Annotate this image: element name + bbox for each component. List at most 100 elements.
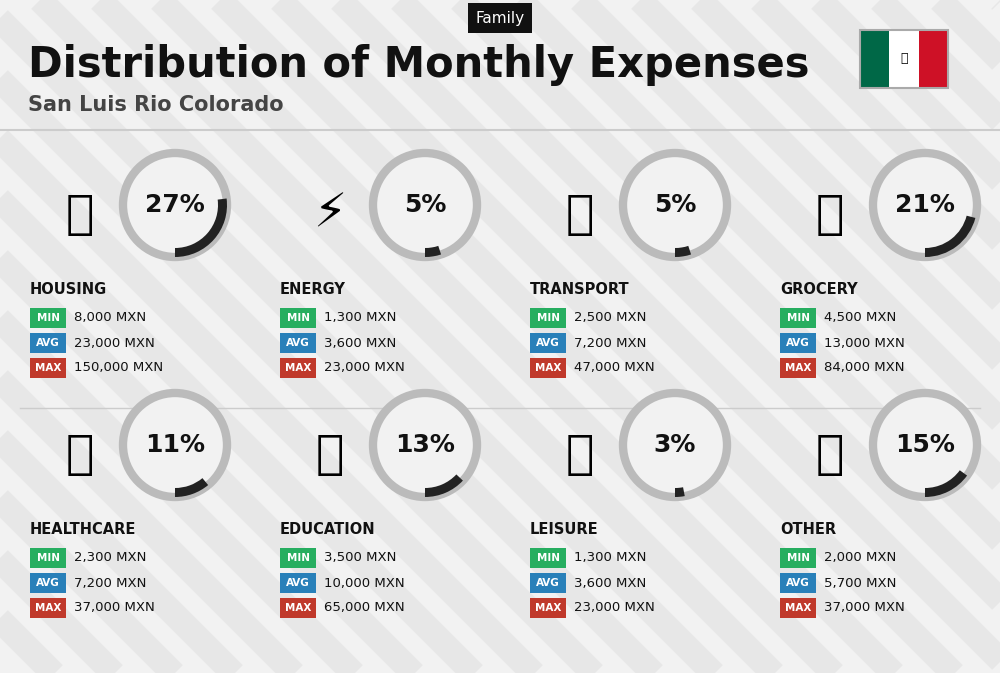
Text: 8,000 MXN: 8,000 MXN: [74, 312, 146, 324]
Text: 2,500 MXN: 2,500 MXN: [574, 312, 646, 324]
Circle shape: [623, 393, 727, 497]
Text: 7,200 MXN: 7,200 MXN: [574, 336, 646, 349]
Text: 37,000 MXN: 37,000 MXN: [74, 602, 155, 614]
Text: 23,000 MXN: 23,000 MXN: [324, 361, 405, 374]
Bar: [530, 358, 566, 378]
Text: 3,600 MXN: 3,600 MXN: [574, 577, 646, 590]
Bar: [280, 333, 316, 353]
Text: 4,500 MXN: 4,500 MXN: [824, 312, 896, 324]
Text: 7,200 MXN: 7,200 MXN: [74, 577, 146, 590]
Text: 1,300 MXN: 1,300 MXN: [574, 551, 646, 565]
Text: MIN: MIN: [536, 553, 560, 563]
Bar: [530, 308, 566, 328]
Text: ENERGY: ENERGY: [280, 283, 346, 297]
Text: AVG: AVG: [286, 578, 310, 588]
Text: 10,000 MXN: 10,000 MXN: [324, 577, 405, 590]
Text: 5%: 5%: [404, 193, 446, 217]
Text: Distribution of Monthly Expenses: Distribution of Monthly Expenses: [28, 44, 810, 86]
Text: EDUCATION: EDUCATION: [280, 522, 376, 538]
Text: 🛍: 🛍: [566, 433, 594, 478]
Bar: [280, 598, 316, 618]
Bar: [280, 573, 316, 593]
Text: AVG: AVG: [36, 338, 60, 348]
Bar: [30, 548, 66, 568]
Text: OTHER: OTHER: [780, 522, 836, 538]
Wedge shape: [175, 199, 227, 257]
Bar: [889, 30, 919, 88]
Text: 👛: 👛: [816, 433, 844, 478]
Text: HOUSING: HOUSING: [30, 283, 107, 297]
Text: AVG: AVG: [786, 578, 810, 588]
Wedge shape: [675, 246, 691, 257]
Bar: [530, 333, 566, 353]
Text: MAX: MAX: [785, 603, 811, 613]
Text: 23,000 MXN: 23,000 MXN: [574, 602, 655, 614]
Text: MAX: MAX: [35, 363, 61, 373]
Text: AVG: AVG: [536, 578, 560, 588]
Text: 15%: 15%: [895, 433, 955, 457]
Bar: [780, 573, 816, 593]
Text: MAX: MAX: [785, 363, 811, 373]
Bar: [530, 598, 566, 618]
Text: MIN: MIN: [536, 313, 560, 323]
Bar: [860, 30, 889, 88]
Text: AVG: AVG: [536, 338, 560, 348]
Text: 3,600 MXN: 3,600 MXN: [324, 336, 396, 349]
Text: GROCERY: GROCERY: [780, 283, 858, 297]
Text: HEALTHCARE: HEALTHCARE: [30, 522, 136, 538]
Text: 🦅: 🦅: [900, 52, 908, 65]
Text: 1,300 MXN: 1,300 MXN: [324, 312, 396, 324]
Bar: [780, 308, 816, 328]
Bar: [30, 333, 66, 353]
Bar: [30, 573, 66, 593]
Circle shape: [873, 153, 977, 257]
Bar: [30, 358, 66, 378]
Text: MIN: MIN: [786, 313, 810, 323]
Text: 🛒: 🛒: [816, 192, 844, 238]
Circle shape: [873, 393, 977, 497]
Wedge shape: [925, 215, 975, 257]
Text: 5%: 5%: [654, 193, 696, 217]
Bar: [280, 548, 316, 568]
Circle shape: [123, 153, 227, 257]
Text: 🏢: 🏢: [66, 192, 94, 238]
Text: ⚡: ⚡: [313, 192, 347, 238]
Bar: [530, 548, 566, 568]
Wedge shape: [175, 478, 208, 497]
Circle shape: [623, 153, 727, 257]
Text: TRANSPORT: TRANSPORT: [530, 283, 630, 297]
Bar: [30, 308, 66, 328]
Text: MAX: MAX: [35, 603, 61, 613]
Text: 3%: 3%: [654, 433, 696, 457]
Text: MAX: MAX: [285, 603, 311, 613]
Text: MIN: MIN: [287, 553, 310, 563]
Text: San Luis Rio Colorado: San Luis Rio Colorado: [28, 95, 284, 115]
Text: 27%: 27%: [145, 193, 205, 217]
Bar: [780, 598, 816, 618]
Wedge shape: [425, 246, 441, 257]
Text: 🚌: 🚌: [566, 192, 594, 238]
Text: MIN: MIN: [786, 553, 810, 563]
Text: AVG: AVG: [786, 338, 810, 348]
Text: MAX: MAX: [535, 603, 561, 613]
Bar: [780, 358, 816, 378]
Bar: [919, 30, 948, 88]
Wedge shape: [925, 470, 967, 497]
Text: Family: Family: [475, 11, 525, 26]
Bar: [780, 548, 816, 568]
Text: MIN: MIN: [36, 553, 60, 563]
Bar: [530, 573, 566, 593]
Text: 13%: 13%: [395, 433, 455, 457]
Text: LEISURE: LEISURE: [530, 522, 599, 538]
Text: 2,000 MXN: 2,000 MXN: [824, 551, 896, 565]
Text: AVG: AVG: [286, 338, 310, 348]
Text: 21%: 21%: [895, 193, 955, 217]
Text: 2,300 MXN: 2,300 MXN: [74, 551, 146, 565]
Text: 47,000 MXN: 47,000 MXN: [574, 361, 655, 374]
Text: MAX: MAX: [285, 363, 311, 373]
Bar: [30, 598, 66, 618]
Text: AVG: AVG: [36, 578, 60, 588]
Text: 13,000 MXN: 13,000 MXN: [824, 336, 905, 349]
Text: 5,700 MXN: 5,700 MXN: [824, 577, 896, 590]
Text: 84,000 MXN: 84,000 MXN: [824, 361, 904, 374]
